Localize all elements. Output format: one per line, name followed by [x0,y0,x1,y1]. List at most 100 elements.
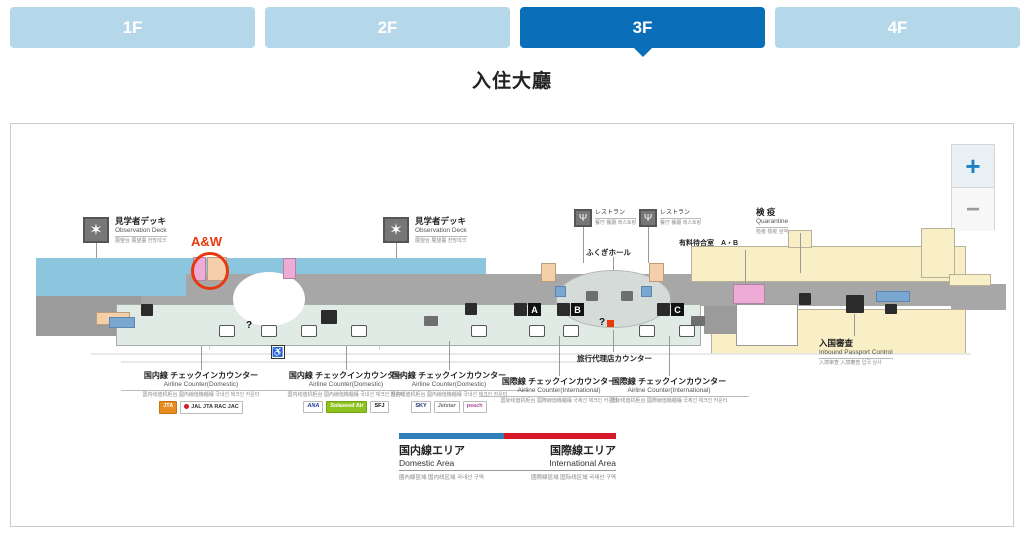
east-tower [921,228,955,278]
shop-box [283,258,296,279]
leader-line [396,243,397,258]
counter-sub: 国际线值机柜台 國際線值機櫃檯 국제선 체크인 카운터 [500,398,618,405]
skymark-logo: SKY [411,401,431,413]
fukugi-hall-label: ふくぎホール [586,248,631,257]
label-rule [415,236,467,238]
counter-jp: 国内線 チェックインカウンター [143,371,259,380]
gate-box [529,325,545,337]
restaurant-label-1: レストラン 餐厅 餐廳 레스토랑 [595,209,637,227]
escalator-icon [621,291,633,301]
international-area-legend: 国際線エリア International Area 國際線區域 国际线区域 국제… [498,442,616,481]
label-jp: 見学者デッキ [115,216,167,226]
label-en: Observation Deck [415,226,467,234]
counter-en: Airline Counter(International) [517,387,601,394]
checkin-counter-label-5: 国際線 チェックインカウンター Airline Counter(Internat… [589,377,749,405]
ana-logo: ANA [303,401,324,413]
peach-logo: peach [462,401,487,413]
label-en: Observation Deck [115,226,167,234]
gate-box [301,325,317,337]
facility-icon [885,304,897,314]
paid-waiting-room-shape [733,284,765,304]
counter-en: Airline Counter(Domestic) [308,381,384,388]
jal-group-logo: JAL JTA RAC JAC [180,401,243,414]
label-rule [115,236,167,238]
gate-box [471,325,487,337]
legend-en: Domestic Area [399,458,455,468]
zoom-out-button[interactable]: − [952,188,994,231]
counter-jp: 国内線 チェックインカウンター [288,371,404,380]
leader-line [854,314,855,336]
leader-line [583,227,584,263]
wheelchair-icon: ♿ [271,345,285,359]
tab-2f-label: 2F [377,17,398,37]
leader-line [800,233,801,273]
tab-1f-label: 1F [122,17,143,37]
legend-rule [504,470,616,471]
counter-jp: 国内線 チェックインカウンター [391,371,507,380]
paid-waiting-room-label: 有料待合室 A・B [679,240,739,247]
minus-icon: − [965,195,980,223]
label-rule [266,390,426,392]
shop-box [649,263,664,282]
counter-sub: 国际线值机柜台 國際線值機櫃檯 국제선 체크인 카운터 [610,398,728,405]
plus-icon: + [965,150,981,181]
escalator-chip [876,291,910,302]
jta-logo: JTA [159,401,178,414]
gate-box [351,325,367,337]
label-sub: 检疫 檢疫 검역 [756,229,788,236]
label-rule [589,396,749,398]
observation-deck-label-west: 見学者デッキ Observation Deck 展望台 展望臺 전망데크 [115,216,167,245]
restroom-icon [321,310,337,324]
restroom-icon [799,293,811,305]
label-rule [756,227,789,229]
leader-line [346,346,347,370]
restaurant-icon: Ψ [639,209,657,227]
observation-deck-west-block [36,258,186,296]
information-icon: ? [246,320,253,331]
domestic-area-bar [399,433,504,439]
label-en: Inbound Passport Control [819,348,893,356]
solaseed-logo: Solaseed Air [326,401,368,413]
quarantine-label: 検 疫 Quarantine 检疫 檢疫 검역 [756,207,789,236]
tab-2f[interactable]: 2F [265,7,510,48]
counter-sub: 国内线值机柜台 國內線值機櫃檯 국내선 체크인 카운터 [287,392,405,399]
checkin-counter-label-4: 国際線 チェックインカウンター Airline Counter(Internat… [479,377,639,405]
zoom-in-button[interactable]: + [952,145,994,188]
airline-logos: ANA Solaseed Air SFJ [266,401,426,413]
escalator-icon [691,316,705,326]
international-area-bar [504,433,616,439]
label-rule [121,390,281,392]
checkin-counter-icon [557,303,570,316]
checkin-counter-label-3: 国内線 チェックインカウンター Airline Counter(Domestic… [369,371,529,413]
leader-line [669,336,670,376]
shop-box [541,263,556,282]
gate-box [219,325,235,337]
international-room [736,304,798,346]
airline-logos: SKY Jetstar peach [369,401,529,413]
counter-en: Airline Counter(Domestic) [163,381,239,388]
legend-en: International Area [549,458,616,468]
info-red-box [607,320,614,327]
gate-box [639,325,655,337]
west-plaza-cutout [233,272,305,326]
leader-line [96,243,97,258]
label-sub: 入境审查 入境審查 입국 심사 [819,360,882,367]
escalator-icon [586,291,598,301]
counter-jp: 国際線 チェックインカウンター [611,377,727,386]
observation-deck-label-center: 見学者デッキ Observation Deck 展望台 展望臺 전망데크 [415,216,467,245]
tab-3f[interactable]: 3F [520,7,765,57]
label-rule [660,218,702,220]
label-en: Quarantine [756,217,789,225]
passport-control-icon [846,295,864,313]
tab-4f[interactable]: 4F [775,7,1020,48]
floor-tabs: 1F 2F 3F 4F [0,0,1024,57]
observation-deck-icon: ✶ [383,217,409,243]
aw-label: A&W [191,234,223,249]
legend-sub: 國際線區域 国际线区域 국제선 구역 [531,475,616,481]
tab-1f[interactable]: 1F [10,7,255,48]
leader-line [613,330,614,352]
label-rule [479,396,639,398]
label-rule [819,358,893,360]
counter-en: Airline Counter(International) [627,387,711,394]
floor-map-panel[interactable]: + − A B C ? ? [10,123,1014,527]
